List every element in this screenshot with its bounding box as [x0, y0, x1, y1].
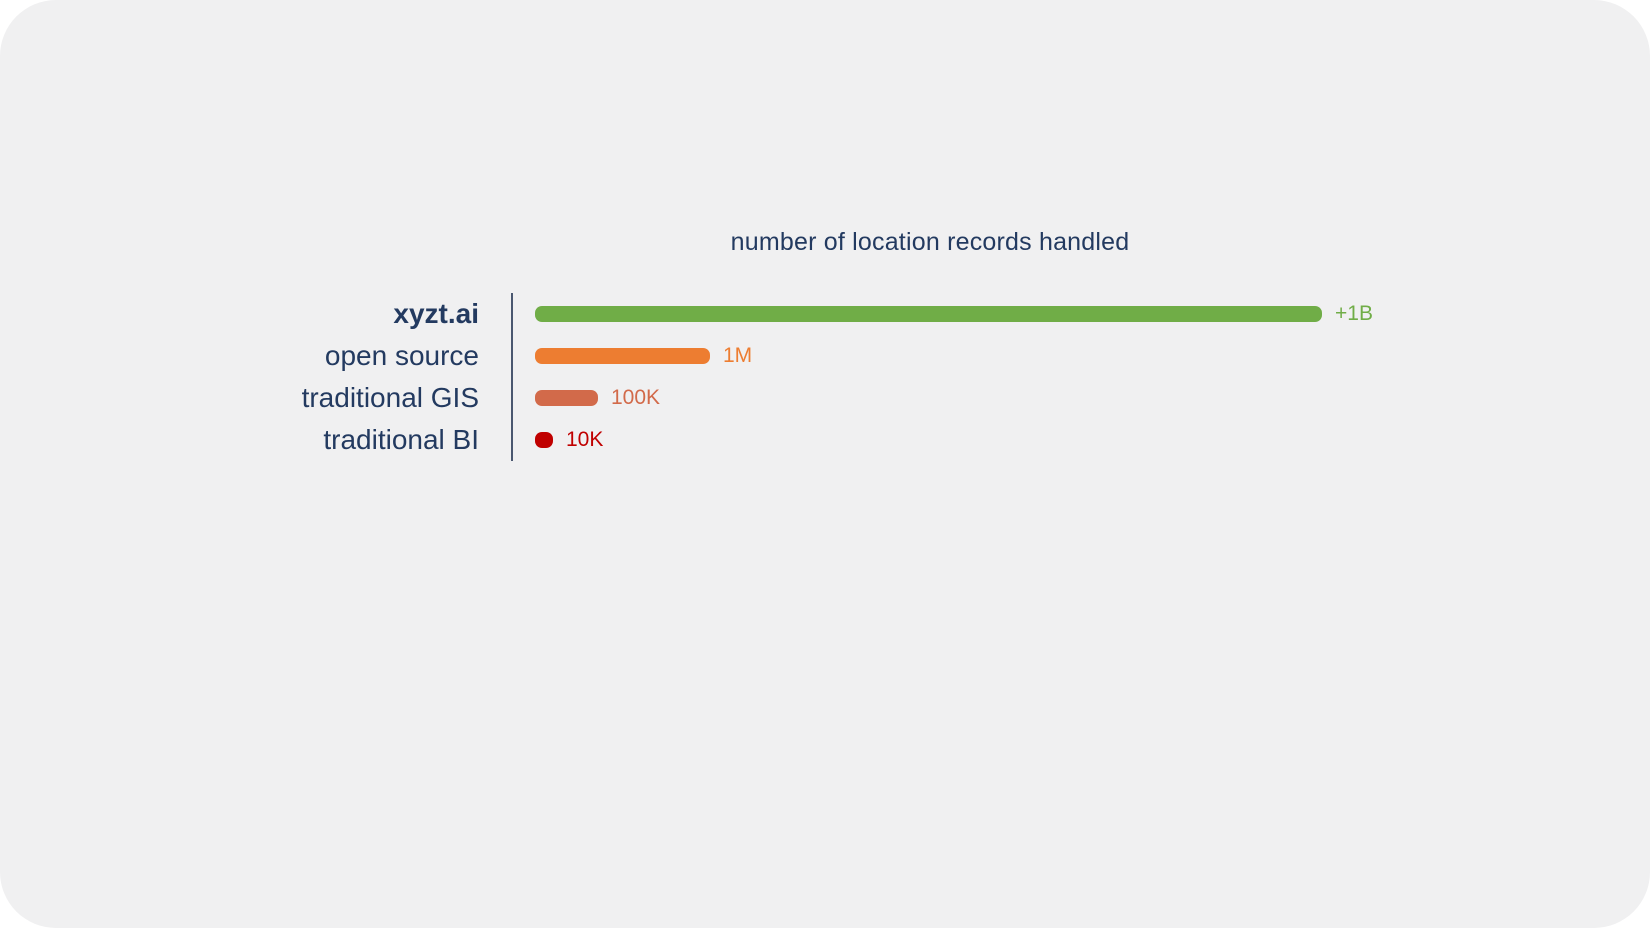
category-label: xyzt.ai: [393, 298, 479, 329]
chart-row: traditional BI 10K: [0, 419, 1650, 461]
y-axis-line: [511, 293, 513, 461]
bar: [535, 432, 553, 448]
category-label: traditional GIS: [301, 382, 479, 413]
bar-chart: xyzt.ai +1B open source 1M traditional G…: [0, 293, 1650, 461]
bar: [535, 306, 1322, 322]
category-label: open source: [324, 340, 479, 371]
chart-row: xyzt.ai +1B: [0, 293, 1650, 335]
chart-row: traditional GIS 100K: [0, 377, 1650, 419]
chart-row: open source 1M: [0, 335, 1650, 377]
bar: [535, 348, 710, 364]
bar: [535, 390, 598, 406]
bar-value-label: 10K: [566, 428, 604, 451]
category-label: traditional BI: [323, 424, 479, 455]
bar-value-label: 100K: [611, 386, 661, 409]
bar-value-label: 1M: [723, 344, 753, 367]
chart-title: number of location records handled: [730, 228, 1130, 256]
bar-value-label: +1B: [1335, 302, 1373, 325]
